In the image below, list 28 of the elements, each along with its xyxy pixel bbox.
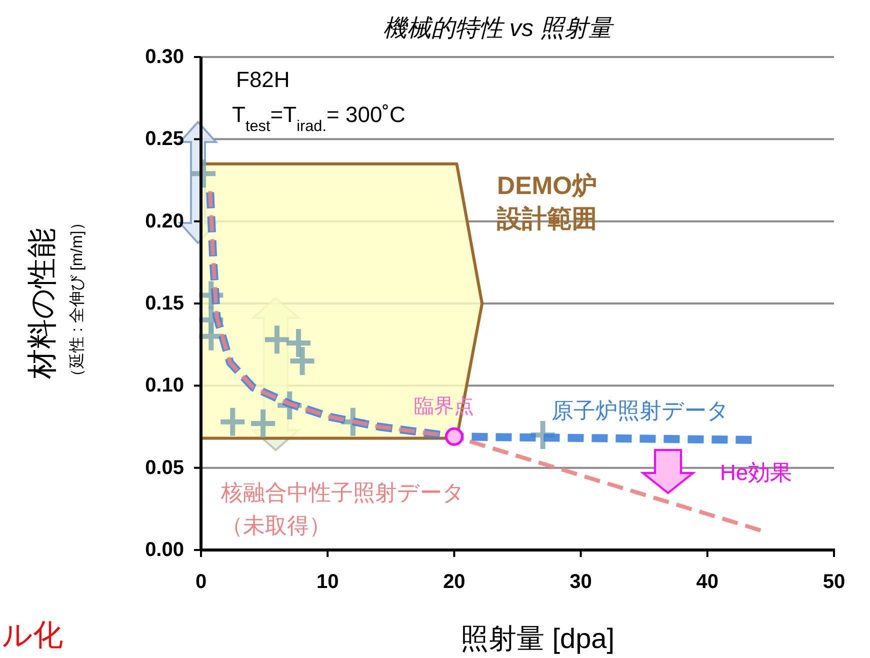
annotation: T$_{test}$=T$_{irad.}$= 300˚C — [232, 102, 406, 134]
y-tick-label: 0.20 — [145, 210, 184, 232]
chart-title: 機械的特性 vs 照射量 — [382, 15, 614, 42]
y-tick-label: 0.15 — [145, 292, 184, 314]
text: ル化 — [2, 619, 63, 652]
annotation: F82H — [236, 67, 290, 92]
x-tick-label: 0 — [195, 571, 207, 593]
y-axis-title: 材料の性能（延性 : 全伸び [m/m]） — [26, 214, 86, 384]
annotation: He効果 — [720, 460, 792, 485]
point — [264, 326, 289, 354]
y-tick-label: 0.30 — [145, 46, 184, 68]
x-axis-title: 照射量 [dpa] — [460, 623, 615, 654]
x-tick-label: 10 — [316, 571, 339, 593]
x-tick-label: 30 — [570, 571, 592, 593]
y-tick-label: 0.05 — [145, 456, 184, 479]
series-label: 原子炉照射データ — [552, 398, 730, 423]
point — [220, 408, 245, 436]
point — [290, 347, 314, 376]
y-tick-label: 0.00 — [145, 539, 184, 561]
y-tick-label: 0.10 — [145, 374, 184, 397]
series-label: 核融合中性子照射データ（未取得） — [220, 480, 465, 538]
y-tick-label: 0.25 — [145, 128, 184, 150]
point — [286, 328, 310, 357]
x-tick-label: 40 — [696, 571, 719, 593]
x-tick-label: 20 — [443, 571, 466, 593]
x-tick-label: 50 — [822, 571, 846, 593]
point — [444, 427, 464, 446]
point — [251, 409, 276, 438]
